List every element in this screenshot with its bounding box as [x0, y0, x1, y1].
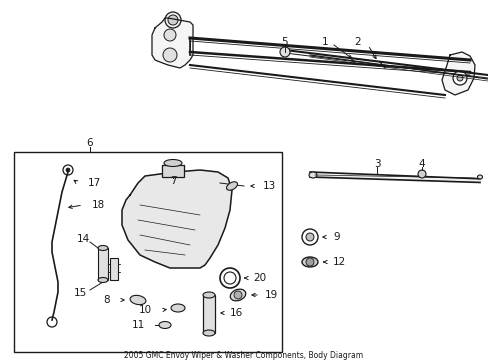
Circle shape	[224, 272, 236, 284]
Text: 10: 10	[139, 305, 152, 315]
Bar	[203, 295, 215, 333]
Ellipse shape	[308, 172, 316, 178]
Text: 2: 2	[354, 37, 361, 47]
Ellipse shape	[226, 182, 237, 190]
Text: 9: 9	[332, 232, 339, 242]
Text: 15: 15	[73, 288, 86, 298]
Circle shape	[305, 233, 313, 241]
Text: 11: 11	[131, 320, 145, 330]
Text: 2005 GMC Envoy Wiper & Washer Components, Body Diagram: 2005 GMC Envoy Wiper & Washer Components…	[124, 351, 363, 360]
Text: 17: 17	[88, 178, 101, 188]
Ellipse shape	[230, 289, 245, 301]
Bar	[110, 258, 118, 280]
Text: 8: 8	[103, 295, 110, 305]
Circle shape	[164, 12, 181, 28]
Text: 16: 16	[229, 308, 243, 318]
Ellipse shape	[171, 304, 184, 312]
Text: 1: 1	[321, 37, 327, 47]
Circle shape	[163, 48, 177, 62]
Text: 3: 3	[373, 159, 380, 169]
Text: 19: 19	[264, 290, 278, 300]
Text: 12: 12	[332, 257, 346, 267]
Text: 18: 18	[92, 200, 105, 210]
Text: 14: 14	[76, 234, 89, 244]
Ellipse shape	[203, 292, 215, 298]
Circle shape	[280, 47, 289, 57]
Ellipse shape	[98, 246, 108, 251]
Text: 13: 13	[263, 181, 276, 191]
Circle shape	[305, 258, 313, 266]
Ellipse shape	[130, 295, 145, 305]
Bar	[98, 248, 108, 280]
Polygon shape	[122, 170, 231, 268]
Text: 20: 20	[252, 273, 265, 283]
Ellipse shape	[163, 159, 182, 166]
Ellipse shape	[98, 278, 108, 283]
Text: 7: 7	[169, 176, 176, 186]
Circle shape	[456, 75, 462, 81]
Circle shape	[163, 29, 176, 41]
Circle shape	[234, 291, 242, 299]
Text: 6: 6	[86, 138, 93, 148]
Circle shape	[168, 15, 178, 25]
Text: 5: 5	[281, 37, 288, 47]
Polygon shape	[441, 52, 474, 95]
Ellipse shape	[159, 321, 171, 328]
Ellipse shape	[203, 330, 215, 336]
Circle shape	[452, 71, 466, 85]
Circle shape	[66, 168, 70, 172]
Bar	[162, 165, 183, 177]
Bar	[14, 152, 282, 352]
Text: 4: 4	[418, 159, 425, 169]
Polygon shape	[152, 18, 193, 68]
Ellipse shape	[302, 257, 317, 267]
Ellipse shape	[476, 175, 482, 179]
Circle shape	[417, 170, 425, 178]
